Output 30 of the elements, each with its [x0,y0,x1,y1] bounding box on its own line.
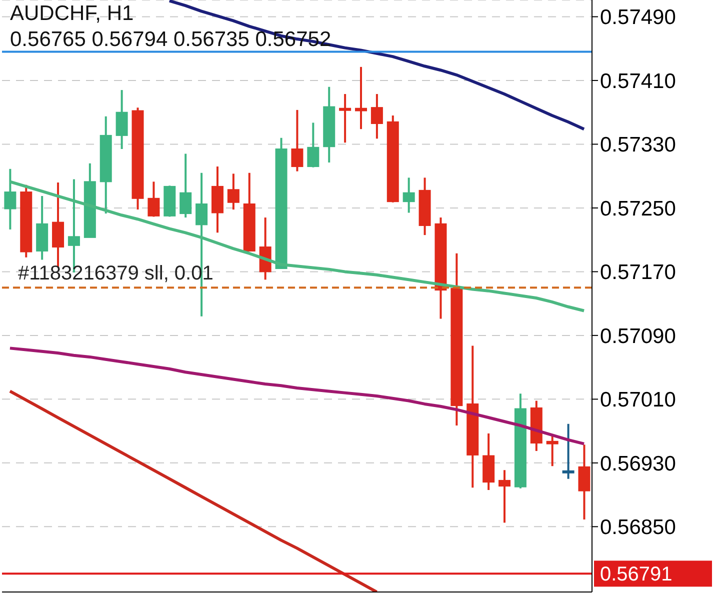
y-tick-label: 0.57490 [600,6,676,30]
candlestick [180,152,192,219]
ref-line-label: 0.56791 [600,564,672,586]
candlestick [370,93,383,140]
line-series [8,346,586,446]
y-tick-label: 0.57250 [600,197,676,220]
candlestick [4,168,16,230]
candlestick [307,122,320,168]
candlestick [355,66,367,130]
candlestick [546,434,558,468]
candlestick [562,422,574,480]
y-tick-label: 0.57410 [600,70,676,93]
line-series [8,180,586,312]
candlestick [402,176,415,214]
y-tick-label: 0.57330 [600,134,676,157]
chart-title: AUDCHF, H1 [10,2,134,26]
y-tick-label: 0.57090 [600,324,676,348]
y-tick-label: 0.57010 [600,388,676,412]
y-tick-label: 0.57170 [600,261,676,284]
candlestick [291,108,304,172]
candlestick [148,180,160,218]
y-tick-label: 0.56850 [600,516,676,540]
line-series [168,0,586,131]
y-tick-label: 0.56930 [600,452,676,476]
line-series [8,390,378,592]
candlestick [578,444,590,520]
candlestick [227,172,240,211]
candlestick [339,93,352,144]
candlestick [498,469,511,524]
candlestick [116,89,128,150]
